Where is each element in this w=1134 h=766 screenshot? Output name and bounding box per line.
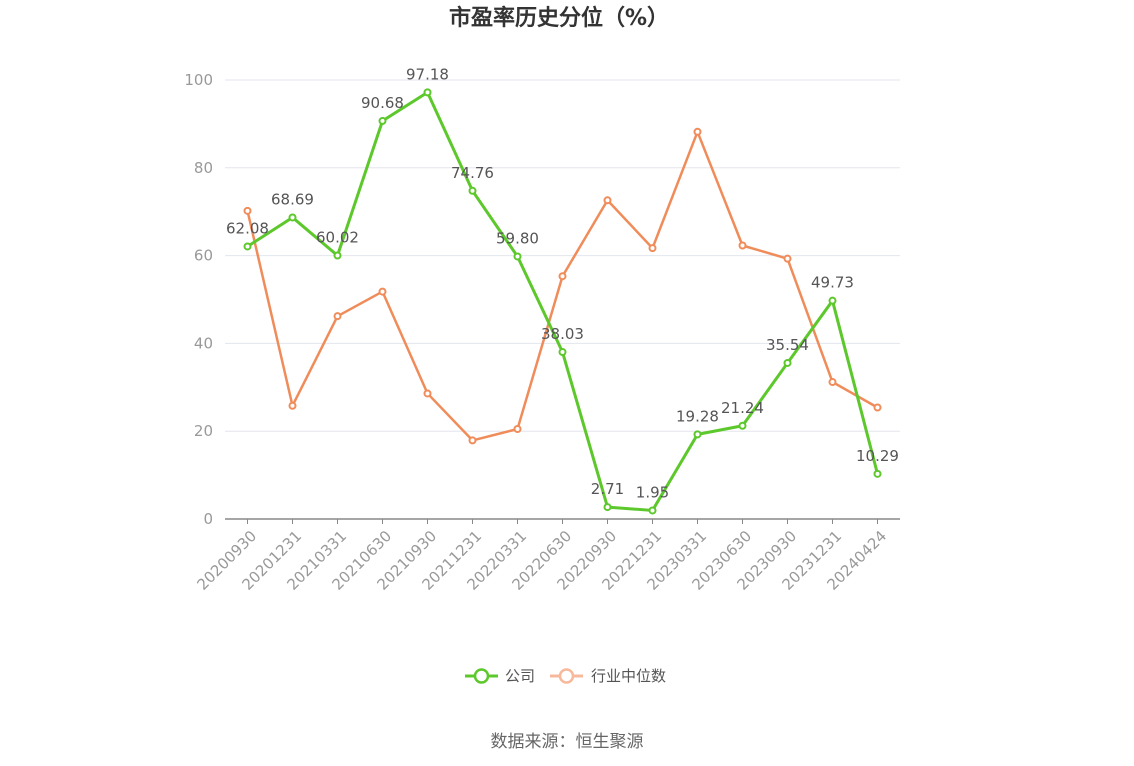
data-point-company[interactable]: [603, 503, 612, 512]
data-point-industry-median[interactable]: [378, 287, 387, 296]
data-point-company[interactable]: [828, 296, 837, 305]
data-point-industry-median[interactable]: [333, 312, 342, 321]
data-point-company[interactable]: [243, 242, 252, 251]
data-point-company[interactable]: [738, 421, 747, 430]
data-point-industry-median[interactable]: [468, 436, 477, 445]
data-label: 97.18: [406, 65, 449, 83]
y-tick-label: 100: [184, 71, 213, 89]
legend[interactable]: 公司 行业中位数: [465, 667, 666, 685]
data-label: 1.95: [636, 483, 669, 501]
data-point-company[interactable]: [378, 116, 387, 125]
data-point-company[interactable]: [873, 469, 882, 478]
data-point-company[interactable]: [468, 186, 477, 195]
data-point-industry-median[interactable]: [288, 401, 297, 410]
series-layer: [243, 88, 882, 515]
data-point-company[interactable]: [558, 348, 567, 357]
legend-marker-icon: [473, 668, 490, 684]
series-line-industry-median: [246, 130, 879, 442]
data-point-company[interactable]: [693, 430, 702, 439]
legend-item-industry-median[interactable]: 行业中位数: [550, 667, 666, 685]
data-point-industry-median[interactable]: [693, 127, 702, 136]
legend-label: 行业中位数: [591, 667, 666, 685]
data-label: 60.02: [316, 229, 359, 247]
y-tick-label: 80: [194, 159, 213, 177]
data-point-industry-median[interactable]: [423, 389, 432, 398]
data-point-company[interactable]: [288, 213, 297, 222]
source-note: 数据来源：恒生聚源: [491, 732, 644, 752]
data-label: 2.71: [591, 480, 624, 498]
data-label: 21.24: [721, 399, 764, 417]
data-point-industry-median[interactable]: [513, 425, 522, 434]
data-point-industry-median[interactable]: [648, 244, 657, 253]
legend-marker-icon: [558, 668, 575, 684]
data-label: 74.76: [451, 164, 494, 182]
y-tick-label: 40: [194, 334, 213, 352]
data-label: 49.73: [811, 274, 854, 292]
data-label: 62.08: [226, 219, 269, 237]
data-label: 68.69: [271, 190, 314, 208]
data-point-industry-median[interactable]: [873, 403, 882, 412]
legend-label: 公司: [505, 667, 535, 685]
data-point-industry-median[interactable]: [243, 206, 252, 215]
grid-lines: [225, 79, 900, 432]
data-point-industry-median[interactable]: [783, 254, 792, 263]
data-point-company[interactable]: [333, 251, 342, 260]
data-point-company[interactable]: [783, 358, 792, 367]
y-tick-label: 60: [194, 247, 213, 265]
series-line-company: [246, 90, 879, 512]
y-tick-label: 20: [194, 422, 213, 440]
data-label: 10.29: [856, 447, 899, 465]
data-point-industry-median[interactable]: [603, 196, 612, 205]
chart-title: 市盈率历史分位（%）: [449, 5, 669, 31]
data-point-industry-median[interactable]: [828, 378, 837, 387]
data-point-company[interactable]: [648, 506, 657, 515]
data-label: 90.68: [361, 94, 404, 112]
legend-item-company[interactable]: 公司: [465, 667, 535, 685]
data-label: 59.80: [496, 229, 539, 247]
data-point-industry-median[interactable]: [738, 241, 747, 250]
data-point-industry-median[interactable]: [558, 272, 567, 281]
data-label: 19.28: [676, 407, 719, 425]
data-label: 38.03: [541, 325, 584, 343]
data-point-company[interactable]: [423, 88, 432, 97]
y-tick-label: 0: [203, 510, 213, 528]
data-label: 35.54: [766, 336, 809, 354]
data-point-company[interactable]: [513, 252, 522, 261]
